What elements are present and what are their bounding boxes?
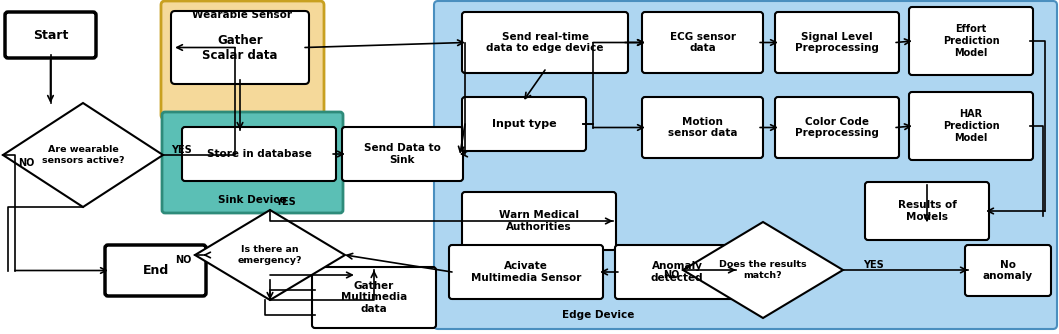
FancyBboxPatch shape (312, 267, 436, 328)
Text: Is there an
emergency?: Is there an emergency? (238, 245, 302, 265)
Text: Are wearable
sensors active?: Are wearable sensors active? (41, 145, 124, 165)
Text: Acivate
Multimedia Sensor: Acivate Multimedia Sensor (471, 261, 581, 283)
Text: Gather
Multimedia
data: Gather Multimedia data (341, 281, 407, 314)
Text: Start: Start (33, 28, 68, 41)
Text: Store in database: Store in database (207, 149, 311, 159)
FancyBboxPatch shape (642, 97, 762, 158)
Text: NO: NO (175, 255, 192, 265)
Text: Anomaly
detected: Anomaly detected (650, 261, 703, 283)
Text: No
anomaly: No anomaly (983, 260, 1034, 281)
Text: Warn Medical
Authorities: Warn Medical Authorities (499, 210, 579, 232)
Text: Color Code
Preprocessing: Color Code Preprocessing (795, 117, 879, 138)
Text: End: End (142, 264, 168, 277)
Polygon shape (3, 103, 163, 207)
Text: YES: YES (170, 145, 192, 155)
FancyBboxPatch shape (170, 11, 309, 84)
FancyBboxPatch shape (865, 182, 989, 240)
FancyBboxPatch shape (5, 12, 96, 58)
Text: HAR
Prediction
Model: HAR Prediction Model (943, 110, 1000, 143)
FancyBboxPatch shape (182, 127, 336, 181)
FancyBboxPatch shape (161, 1, 324, 119)
Text: Wearable Sensor: Wearable Sensor (193, 10, 292, 20)
FancyBboxPatch shape (434, 1, 1057, 329)
FancyBboxPatch shape (615, 245, 739, 299)
Text: ECG sensor
data: ECG sensor data (669, 32, 736, 53)
Text: NO: NO (18, 158, 34, 168)
FancyBboxPatch shape (449, 245, 603, 299)
Text: Sink Device: Sink Device (218, 195, 287, 205)
Text: NO: NO (663, 270, 679, 280)
FancyBboxPatch shape (775, 12, 899, 73)
FancyBboxPatch shape (342, 127, 463, 181)
Text: Effort
Prediction
Model: Effort Prediction Model (943, 24, 1000, 57)
Text: Results of
Models: Results of Models (898, 200, 956, 222)
Text: YES: YES (274, 197, 295, 207)
Text: Edge Device: Edge Device (562, 310, 634, 320)
Polygon shape (195, 210, 345, 300)
FancyBboxPatch shape (105, 245, 207, 296)
FancyBboxPatch shape (909, 7, 1033, 75)
Text: Send real-time
data to edge device: Send real-time data to edge device (486, 32, 604, 53)
FancyBboxPatch shape (909, 92, 1033, 160)
Polygon shape (683, 222, 843, 318)
FancyBboxPatch shape (642, 12, 762, 73)
Text: Gather
Scalar data: Gather Scalar data (202, 33, 277, 61)
Text: YES: YES (863, 260, 883, 270)
FancyBboxPatch shape (462, 97, 586, 151)
FancyBboxPatch shape (965, 245, 1051, 296)
FancyBboxPatch shape (462, 192, 616, 250)
Text: Does the results
match?: Does the results match? (719, 260, 807, 280)
FancyBboxPatch shape (162, 112, 343, 213)
Text: Signal Level
Preprocessing: Signal Level Preprocessing (795, 32, 879, 53)
Text: Input type: Input type (491, 119, 556, 129)
FancyBboxPatch shape (775, 97, 899, 158)
Text: Motion
sensor data: Motion sensor data (668, 117, 737, 138)
FancyBboxPatch shape (462, 12, 628, 73)
Text: Send Data to
Sink: Send Data to Sink (364, 143, 441, 165)
